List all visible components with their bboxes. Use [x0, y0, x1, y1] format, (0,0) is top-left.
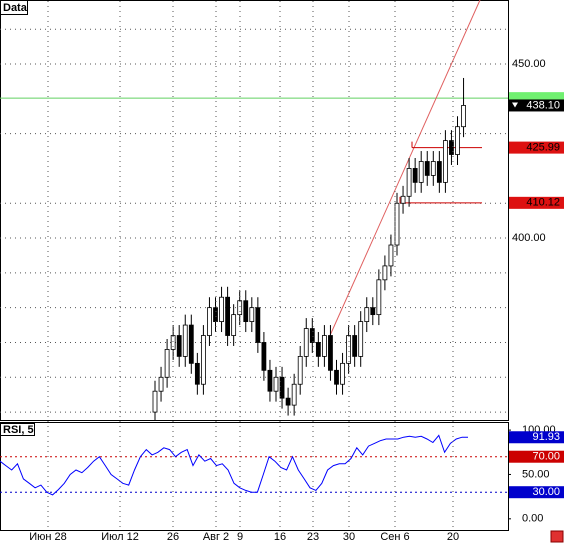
candle-body: [430, 161, 436, 176]
candle-body: [219, 296, 224, 322]
y-tick-label: 400.00: [512, 232, 546, 244]
price-tag-label: 91.93: [532, 431, 560, 443]
candle-body: [255, 307, 261, 343]
candle-body: [449, 140, 454, 155]
candle-body: [424, 161, 430, 176]
candle-body: [231, 314, 237, 336]
x-tick-label: 20: [447, 531, 459, 543]
candle-body: [273, 376, 279, 392]
candle-body: [406, 168, 412, 197]
price-tag-label: 30.00: [532, 486, 560, 498]
x-tick-label: 16: [274, 531, 286, 543]
candle-body: [249, 307, 255, 322]
y-tick-label: 0.00: [522, 513, 543, 525]
candle-body: [346, 335, 352, 364]
candle-body: [243, 300, 249, 322]
candle-body: [358, 321, 364, 357]
candle-body: [418, 161, 424, 183]
candle-body: [364, 307, 370, 322]
candle-body: [285, 397, 291, 406]
price-tag-label: 410.12: [526, 197, 560, 209]
current-price-label: 438.10: [526, 99, 560, 111]
price-tag: [509, 196, 564, 209]
candle-body: [340, 362, 345, 385]
title-box: [0, 423, 35, 436]
x-tick-label: Сен 6: [380, 531, 409, 543]
x-tick-label: 26: [167, 531, 179, 543]
candle-body: [334, 369, 339, 385]
candle-body: [279, 376, 285, 399]
title-box: [0, 0, 28, 15]
trendline: [329, 0, 481, 336]
x-tick-label: Июл 12: [101, 531, 139, 543]
candle-body: [436, 161, 442, 183]
candle-body: [315, 342, 321, 357]
candle-body: [225, 296, 231, 336]
candle-body: [213, 307, 218, 322]
candle-body: [394, 202, 400, 246]
candle-body: [297, 355, 303, 385]
chart-title: Data: [3, 2, 28, 14]
candle-body: [207, 307, 212, 336]
y-tick-label: 450.00: [512, 58, 546, 70]
candle-body: [267, 369, 273, 392]
candle-body: [200, 335, 206, 385]
candle-body: [412, 168, 418, 183]
candle-body: [400, 195, 406, 204]
candle-body: [388, 244, 394, 267]
price-plot: [0, 0, 508, 420]
candle-body: [158, 376, 164, 392]
candle-body: [261, 342, 267, 371]
candle-body: [442, 140, 448, 183]
price-tag: [509, 431, 564, 444]
axes: Июн 28 Июл 12 26 Авг 2 9 16 23 30 Сен 6 20 450.00 4…: [29, 1, 564, 543]
x-tick-label: Июн 28: [29, 531, 67, 543]
x-tick-label: 9: [237, 531, 243, 543]
candle-body: [382, 265, 388, 281]
candle-body: [176, 335, 182, 357]
rsi-plot: [0, 434, 508, 496]
current-price-arrow: [512, 102, 518, 108]
scroll-button[interactable]: [550, 530, 564, 543]
candle-body: [328, 335, 333, 371]
candle-body: [376, 279, 382, 316]
candle-body: [352, 335, 358, 357]
candle-body: [309, 328, 315, 343]
candle-body: [164, 349, 170, 378]
candle-body: [170, 335, 176, 350]
candle-body: [237, 300, 243, 316]
candle-body: [321, 335, 327, 357]
x-tick-label: 23: [307, 531, 319, 543]
candle-body: [303, 328, 309, 357]
candle-body: [370, 307, 376, 316]
rsi-line: [0, 434, 469, 496]
candle-body: [461, 105, 466, 128]
candle-body: [455, 126, 460, 155]
candle-body: [188, 324, 194, 364]
price-panel: [0, 0, 509, 421]
x-tick-label: Авг 2: [203, 531, 229, 543]
price-tag: [509, 450, 564, 463]
rsi-panel: [0, 422, 509, 531]
price-tag: [509, 486, 564, 499]
price-tag-label: 425.99: [526, 142, 560, 154]
y-tick-label: 50.00: [522, 468, 550, 480]
candle-body: [194, 362, 200, 385]
current-price-tag: [509, 99, 564, 112]
candle-body: [152, 390, 158, 413]
price-tag-label: 70.00: [532, 451, 560, 463]
price-tag: [509, 141, 564, 154]
candle-body: [182, 324, 188, 357]
candle-body: [291, 383, 297, 406]
x-tick-label: 30: [343, 531, 355, 543]
indicator-title: RSI, 5: [3, 424, 34, 436]
